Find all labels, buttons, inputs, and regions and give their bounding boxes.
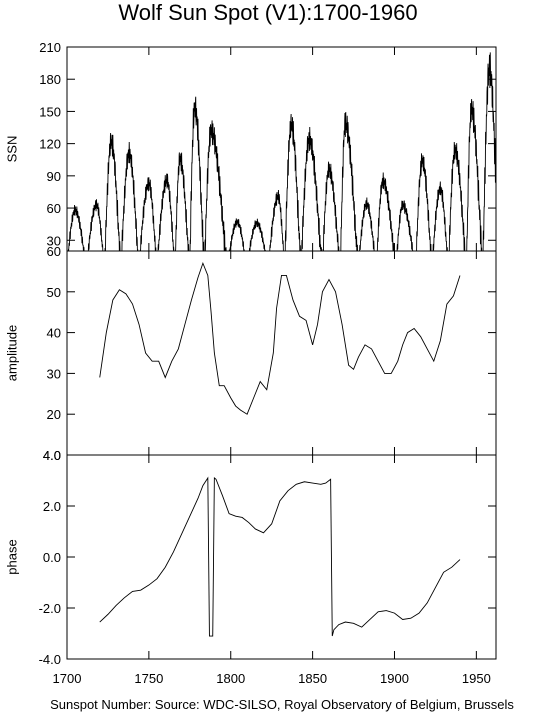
amplitude-bottom-label: 4.0 <box>43 448 61 463</box>
amplitude-series-line <box>99 261 461 415</box>
x-tick-label: 1700 <box>53 671 82 686</box>
ssn-ytick-label: 90 <box>47 169 61 184</box>
chart-caption: Sunspot Number: Source: WDC-SILSO, Royal… <box>50 697 514 712</box>
x-tick-label: 1850 <box>298 671 327 686</box>
ssn-ytick-label: 210 <box>39 40 61 55</box>
phase-frame <box>66 454 497 660</box>
x-tick-label: 1750 <box>134 671 163 686</box>
phase-ytick-label: -2.0 <box>39 601 61 616</box>
phase-ytick-label: 0.0 <box>43 550 61 565</box>
ssn-series-line <box>67 52 496 251</box>
ssn-ytick-label: 150 <box>39 104 61 119</box>
x-axis: 1700 1750 1800 1850 1900 1950 <box>53 671 491 686</box>
chart-title: Wolf Sun Spot (V1):1700-1960 <box>118 0 417 25</box>
panel-amplitude: 20 30 40 50 4.0 amplitude <box>5 250 497 463</box>
amplitude-ytick-label: 30 <box>47 366 61 381</box>
amplitude-ytick-label: 20 <box>47 407 61 422</box>
ssn-ytick-label: 120 <box>39 137 61 152</box>
ssn-bottom-label: 60 <box>47 244 61 259</box>
phase-ytick-label: 2.0 <box>43 499 61 514</box>
phase-ytick-label: -4.0 <box>39 652 61 667</box>
ssn-axis-label: SSN <box>5 136 20 163</box>
phase-ytick-label: 4.0 <box>43 448 61 463</box>
amplitude-ytick-label: 40 <box>47 326 61 341</box>
amplitude-ytick-label: 50 <box>47 285 61 300</box>
ssn-ytick-label: 30 <box>47 233 61 248</box>
ssn-ytick-label: 180 <box>39 72 61 87</box>
phase-axis-label: phase <box>5 539 20 574</box>
x-tick-label: 1950 <box>462 671 491 686</box>
amplitude-axis-label: amplitude <box>5 325 20 381</box>
ssn-ytick-label: 60 <box>47 201 61 216</box>
panel-phase: -4.0 -2.0 0.0 2.0 4.0 phase <box>5 448 497 667</box>
phase-series-line <box>99 476 461 637</box>
x-tick-label: 1800 <box>216 671 245 686</box>
amplitude-frame <box>66 250 497 456</box>
x-tick-label: 1900 <box>380 671 409 686</box>
